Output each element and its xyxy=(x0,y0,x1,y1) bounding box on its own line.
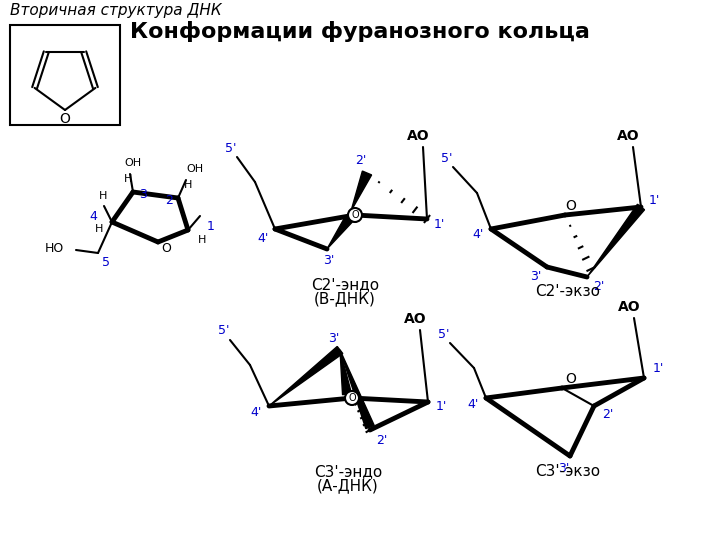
Text: 5: 5 xyxy=(102,256,110,269)
Text: O: O xyxy=(161,242,171,255)
Text: 5': 5' xyxy=(218,325,230,338)
Polygon shape xyxy=(327,217,353,249)
Text: 1': 1' xyxy=(652,362,664,375)
Text: 1': 1' xyxy=(433,219,445,232)
Text: O: O xyxy=(351,210,359,220)
FancyBboxPatch shape xyxy=(10,25,120,125)
Text: AO: AO xyxy=(407,129,429,143)
Text: H: H xyxy=(124,174,132,184)
Text: H: H xyxy=(184,180,192,190)
Text: AO: AO xyxy=(404,312,426,326)
Text: 3': 3' xyxy=(323,253,335,267)
Text: 4': 4' xyxy=(472,228,484,241)
Circle shape xyxy=(345,391,359,405)
Text: AO: AO xyxy=(617,129,639,143)
Text: AO: AO xyxy=(618,300,640,314)
Text: O: O xyxy=(348,393,356,403)
Text: OH: OH xyxy=(125,158,142,168)
Text: OH: OH xyxy=(186,164,204,174)
Text: O: O xyxy=(566,199,577,213)
Polygon shape xyxy=(587,204,644,277)
Text: 2': 2' xyxy=(355,154,366,167)
Text: С3'-экзо: С3'-экзо xyxy=(536,464,600,480)
Text: С2'-экзо: С2'-экзо xyxy=(536,285,600,300)
Text: 2': 2' xyxy=(603,408,613,421)
Text: 3: 3 xyxy=(139,188,147,201)
Text: H: H xyxy=(95,224,103,234)
Text: 3': 3' xyxy=(531,269,541,282)
Text: 4': 4' xyxy=(257,232,269,245)
Text: (А-ДНК): (А-ДНК) xyxy=(317,478,379,494)
Text: 5': 5' xyxy=(441,152,453,165)
Text: O: O xyxy=(566,372,577,386)
Text: 1: 1 xyxy=(207,219,215,233)
Polygon shape xyxy=(269,347,343,406)
Text: H: H xyxy=(198,235,206,245)
Text: 2: 2 xyxy=(165,194,173,207)
Text: O: O xyxy=(60,112,71,126)
Text: 3': 3' xyxy=(558,462,570,475)
Text: Конформации фуранозного кольца: Конформации фуранозного кольца xyxy=(130,22,590,43)
Text: С3'-эндо: С3'-эндо xyxy=(314,464,382,480)
Text: 4': 4' xyxy=(467,397,479,410)
Text: (В-ДНК): (В-ДНК) xyxy=(314,292,376,307)
Polygon shape xyxy=(340,350,374,429)
Text: С2'-эндо: С2'-эндо xyxy=(311,278,379,293)
Text: 2': 2' xyxy=(377,434,387,447)
Text: 2': 2' xyxy=(593,280,605,294)
Text: 3': 3' xyxy=(328,332,340,345)
Text: 1': 1' xyxy=(436,401,446,414)
Text: 4: 4 xyxy=(89,210,97,222)
Polygon shape xyxy=(340,350,351,395)
Text: Вторичная структура ДНК: Вторичная структура ДНК xyxy=(10,3,222,17)
Text: 1': 1' xyxy=(648,194,660,207)
Text: H: H xyxy=(99,191,107,201)
Polygon shape xyxy=(351,171,372,211)
Text: 5': 5' xyxy=(438,327,450,341)
Text: 4': 4' xyxy=(251,406,261,419)
Text: 5': 5' xyxy=(225,141,237,154)
Circle shape xyxy=(348,208,362,222)
Text: HO: HO xyxy=(45,242,64,255)
